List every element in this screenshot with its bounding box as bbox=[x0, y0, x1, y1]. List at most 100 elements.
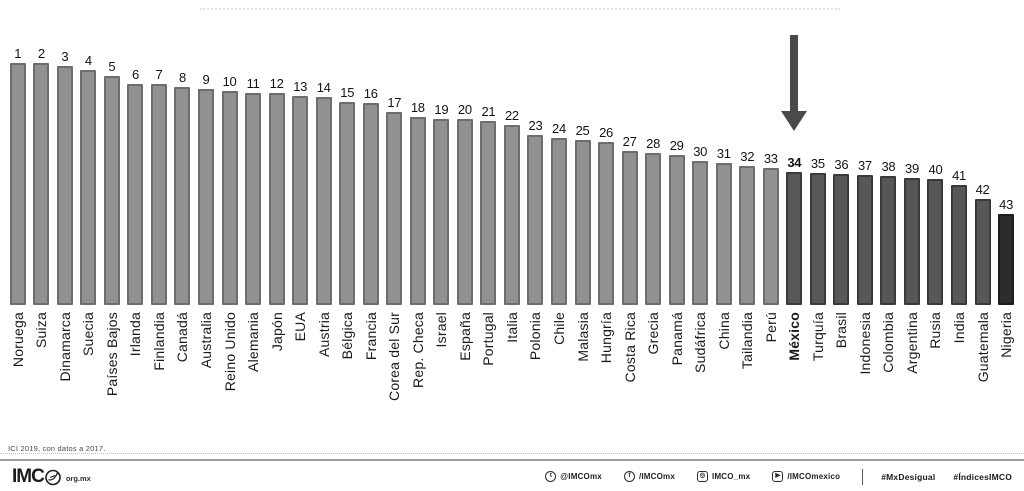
rank-label: 2 bbox=[37, 46, 45, 61]
label-slot: Grecia bbox=[641, 312, 665, 354]
rank-label: 31 bbox=[716, 146, 731, 161]
country-label: Reino Unido bbox=[221, 312, 238, 392]
bar bbox=[268, 93, 285, 305]
footer-bar: IMC org.mx t @IMCOmx f/IMCOmx ◎ IMCO_mx ▶/IMC… bbox=[0, 462, 1024, 491]
bar-slot: 23 bbox=[524, 0, 548, 305]
bar bbox=[433, 119, 450, 305]
cropped-title-artifact bbox=[200, 8, 840, 11]
label-slot: Austria bbox=[312, 312, 336, 357]
youtube-icon: ▶ bbox=[772, 471, 784, 482]
bar bbox=[9, 63, 26, 305]
label-slot: Bélgica bbox=[335, 312, 359, 359]
bar-slot: 4 bbox=[77, 0, 101, 305]
bar-slot: 43 bbox=[994, 0, 1018, 305]
country-label: Australia bbox=[198, 312, 215, 369]
bar-slot: 38 bbox=[877, 0, 901, 305]
country-label: Portugal bbox=[480, 312, 497, 366]
country-label: Países Bajos bbox=[103, 312, 120, 397]
bar-slot: 1 bbox=[6, 0, 30, 305]
bar-slot: 24 bbox=[547, 0, 571, 305]
rank-label: 37 bbox=[857, 158, 872, 173]
rank-label: 20 bbox=[457, 102, 472, 117]
country-label: Hungría bbox=[598, 312, 615, 364]
country-label: Chile bbox=[550, 312, 567, 345]
rank-label: 32 bbox=[740, 149, 755, 164]
bar bbox=[456, 119, 473, 305]
social-item: ◎ IMCO_mx bbox=[697, 471, 750, 482]
label-slot: Brasil bbox=[830, 312, 854, 348]
country-label: Rusia bbox=[927, 312, 944, 349]
country-label: Bélgica bbox=[339, 312, 356, 360]
rank-label: 26 bbox=[599, 125, 613, 140]
rank-label: 19 bbox=[434, 102, 449, 117]
country-label: India bbox=[951, 312, 968, 344]
rank-label: 17 bbox=[387, 95, 402, 110]
bar bbox=[221, 91, 238, 305]
social-links-area: t @IMCOmx f/IMCOmx ◎ IMCO_mx ▶/IMCOmexico #Mx… bbox=[523, 468, 1012, 485]
country-label: Turquía bbox=[809, 312, 826, 362]
bar bbox=[762, 168, 779, 305]
rank-label: 34 bbox=[787, 155, 802, 170]
label-slot: Japón bbox=[265, 312, 289, 351]
bar bbox=[503, 125, 520, 305]
imco-circle-pen-icon bbox=[45, 469, 61, 485]
country-label: Austria bbox=[315, 312, 332, 357]
rank-label: 24 bbox=[552, 121, 566, 136]
social-handle: /IMCOmexico bbox=[787, 472, 841, 481]
bar bbox=[362, 103, 379, 305]
rank-label: 40 bbox=[928, 162, 943, 177]
label-slot: España bbox=[453, 312, 477, 361]
label-slot: Colombia bbox=[877, 312, 901, 373]
country-label: Colombia bbox=[880, 312, 897, 373]
rank-label: 8 bbox=[179, 70, 186, 85]
bar-slot: 2 bbox=[30, 0, 54, 305]
label-slot: Rusia bbox=[924, 312, 948, 349]
bar-slot: 26 bbox=[594, 0, 618, 305]
social-handles: t @IMCOmx f/IMCOmx ◎ IMCO_mx ▶/IMCOmexico bbox=[523, 471, 840, 482]
bar bbox=[245, 93, 262, 305]
bar bbox=[150, 84, 167, 305]
country-label: Grecia bbox=[645, 312, 662, 355]
label-slot: Perú bbox=[759, 312, 783, 342]
bar bbox=[856, 175, 873, 305]
rank-label: 1 bbox=[14, 46, 22, 61]
bar-slot: 17 bbox=[383, 0, 407, 305]
bar-slot: 32 bbox=[735, 0, 759, 305]
bar bbox=[951, 185, 968, 305]
label-slot: Indonesia bbox=[853, 312, 877, 375]
hashtag-indicesimco: #ÍndicesIMCO bbox=[953, 471, 1012, 482]
country-label: Italia bbox=[503, 312, 520, 343]
country-label: Argentina bbox=[903, 312, 920, 374]
bar bbox=[56, 66, 73, 305]
country-label: Indonesia bbox=[856, 312, 873, 375]
rank-label: 22 bbox=[504, 108, 519, 123]
country-label: Guatemala bbox=[974, 312, 991, 383]
rank-label: 35 bbox=[810, 156, 825, 171]
rank-label: 16 bbox=[363, 86, 378, 101]
country-label: China bbox=[715, 312, 732, 350]
rank-label: 10 bbox=[222, 74, 237, 89]
country-label: Brasil bbox=[833, 312, 850, 349]
bar-slot: 35 bbox=[806, 0, 830, 305]
bar-slot: 22 bbox=[500, 0, 524, 305]
country-label: Tailandia bbox=[739, 312, 756, 370]
rank-label: 27 bbox=[622, 134, 637, 149]
label-slot: Nigeria bbox=[994, 312, 1018, 358]
bar-slot: 34 bbox=[783, 0, 807, 305]
imco-logo: IMC org.mx bbox=[12, 466, 91, 488]
rank-label: 21 bbox=[481, 104, 496, 119]
rank-label: 7 bbox=[155, 67, 163, 82]
country-label: Dinamarca bbox=[56, 312, 73, 382]
bar bbox=[668, 155, 685, 305]
bars-row: 1 2 3 4 5 6 7 8 9 10 11 12 13 14 15 16 17 18 19 20 21 22 23 24 2… bbox=[6, 0, 1018, 305]
country-label: Finlandia bbox=[150, 312, 167, 371]
bar-slot: 21 bbox=[477, 0, 501, 305]
bar-slot: 30 bbox=[688, 0, 712, 305]
label-slot: Italia bbox=[500, 312, 524, 343]
rank-label: 4 bbox=[84, 53, 92, 68]
country-label: EUA bbox=[292, 312, 309, 342]
rank-label: 30 bbox=[693, 144, 708, 159]
label-slot: Noruega bbox=[6, 312, 30, 367]
bar-slot: 15 bbox=[335, 0, 359, 305]
country-label: Nigeria bbox=[998, 312, 1015, 358]
